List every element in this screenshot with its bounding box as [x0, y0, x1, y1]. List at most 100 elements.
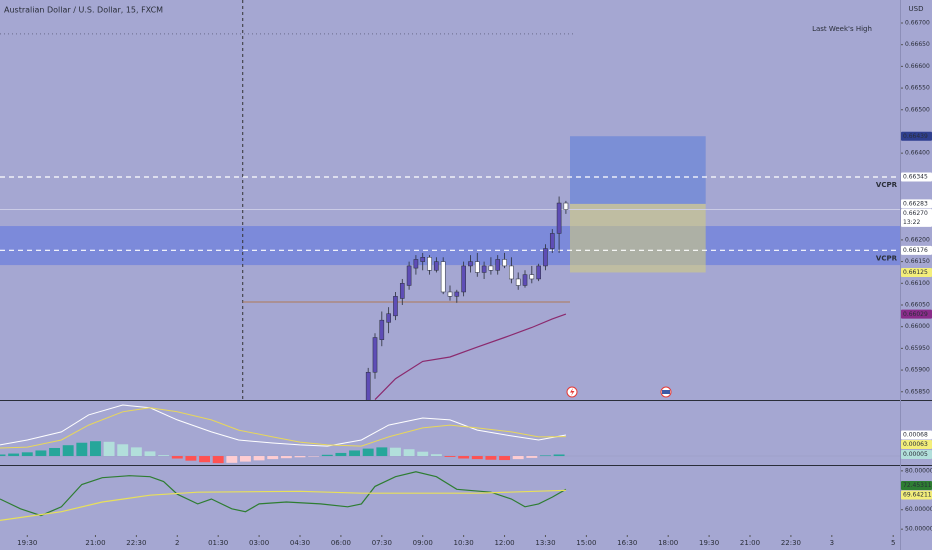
- histogram-bar: [226, 456, 238, 463]
- y-tick-label: 0.66700: [905, 19, 930, 26]
- x-tick-label: 07:30: [372, 539, 392, 547]
- histogram-bar: [512, 456, 524, 460]
- x-tick-label: 19:30: [699, 539, 719, 547]
- price-badge-label: 0.66283: [903, 201, 928, 208]
- histogram-bar: [76, 442, 88, 457]
- price-badge-label: 0.66125: [903, 269, 928, 276]
- rsi-line: [0, 489, 566, 521]
- histogram-bar: [553, 454, 565, 457]
- candle-body: [386, 313, 391, 323]
- y-tick-label: 0.66600: [905, 63, 930, 70]
- y-tick-label: 0.66150: [905, 258, 930, 265]
- vcpr-label: VCPR: [876, 254, 898, 262]
- y-tick-label: 0.66550: [905, 85, 930, 92]
- price-badge: [901, 309, 932, 319]
- histogram-bar: [499, 456, 510, 461]
- last-week-high-label: Last Week's High: [812, 25, 872, 33]
- price-badge: [901, 267, 932, 277]
- histogram-bar: [471, 456, 483, 460]
- y-tick-label: 0.65950: [905, 345, 930, 352]
- x-tick-label: 16:30: [617, 539, 637, 547]
- candle-body: [434, 261, 439, 271]
- price-badge-label: 0.00005: [903, 451, 928, 458]
- position-target: [570, 136, 706, 204]
- y-tick-label: 80.00000: [905, 467, 932, 474]
- event-icon: [662, 390, 670, 394]
- candle-body: [563, 202, 569, 210]
- candle-body: [413, 259, 419, 269]
- x-tick-label: 22:30: [781, 539, 801, 547]
- countdown-label: 13:22: [903, 219, 920, 226]
- candle-body: [454, 291, 460, 297]
- histogram-bar: [21, 452, 33, 457]
- y-tick-label: 0.66050: [905, 301, 930, 308]
- candle-body: [427, 257, 432, 271]
- histogram-bar: [130, 447, 142, 457]
- x-tick-label: 06:00: [331, 539, 351, 547]
- histogram-bar: [362, 448, 374, 457]
- x-tick-label: 3: [830, 539, 834, 547]
- axes: 19:30 21:00 22:30 2 01:30 03:00 04:30 06:00 07:3…: [17, 19, 932, 547]
- y-tick-label: 60.00000: [905, 506, 932, 513]
- histogram-bar: [294, 456, 306, 458]
- candle-body: [447, 291, 453, 297]
- macd-line: [0, 407, 566, 449]
- price-badge: [901, 172, 932, 182]
- price-badge: [901, 245, 932, 255]
- candle-body: [495, 259, 501, 271]
- event-icons: [566, 386, 672, 398]
- x-tick-label: 09:00: [413, 539, 433, 547]
- histogram-bar: [144, 451, 156, 457]
- price-badge: [901, 440, 932, 450]
- histogram-bar: [49, 447, 60, 457]
- x-tick-label: 03:00: [249, 539, 269, 547]
- candle-body: [556, 202, 562, 234]
- candle-body: [468, 261, 473, 267]
- event-icon: [570, 388, 575, 396]
- rsi-pane: [0, 471, 567, 521]
- x-tick-label: 13:30: [535, 539, 555, 547]
- y-tick-label: 0.66400: [905, 150, 930, 157]
- candle-body: [515, 278, 521, 286]
- histogram-bar: [171, 456, 183, 459]
- histogram-bar: [280, 456, 292, 459]
- price-badge-label: 0.00068: [903, 432, 928, 439]
- candle-body: [549, 233, 555, 249]
- price-badge-label: 0.66439: [903, 133, 928, 140]
- price-pane: Last Week's High: [0, 0, 900, 400]
- candle-body: [420, 257, 426, 262]
- candle-body: [461, 265, 466, 293]
- candle-body: [509, 265, 514, 280]
- price-badge: [901, 481, 932, 491]
- histogram-bar: [458, 456, 470, 459]
- histogram-bar: [267, 456, 279, 460]
- histogram-bar: [321, 454, 333, 457]
- histogram-bar: [212, 456, 224, 464]
- histogram-bar: [349, 450, 360, 457]
- histogram-bar: [240, 456, 251, 462]
- candle-body: [488, 265, 494, 271]
- y-tick-label: 50.00000: [905, 526, 932, 533]
- supply-demand-zone: [0, 226, 900, 266]
- price-badge: [901, 430, 932, 440]
- histogram-bar: [526, 456, 538, 458]
- histogram-bar: [103, 441, 115, 457]
- candle-body: [481, 265, 487, 273]
- histogram-bar: [376, 447, 388, 457]
- x-tick-label: 5: [891, 539, 895, 547]
- y-tick-label: 0.66650: [905, 41, 930, 48]
- histogram-bar: [158, 455, 170, 457]
- x-tick-label: 2: [175, 539, 179, 547]
- histogram-bar: [90, 441, 101, 457]
- histogram-bar: [117, 444, 129, 457]
- y-tick-label: 0.65900: [905, 367, 930, 374]
- x-tick-label: 18:00: [658, 539, 678, 547]
- histogram-bar: [185, 456, 197, 461]
- candle-body: [379, 319, 385, 340]
- rsi-line: [0, 471, 567, 517]
- histogram-bar: [390, 447, 401, 457]
- histogram-bar: [444, 456, 456, 457]
- candle-body: [399, 283, 405, 299]
- histogram-bar: [540, 455, 551, 457]
